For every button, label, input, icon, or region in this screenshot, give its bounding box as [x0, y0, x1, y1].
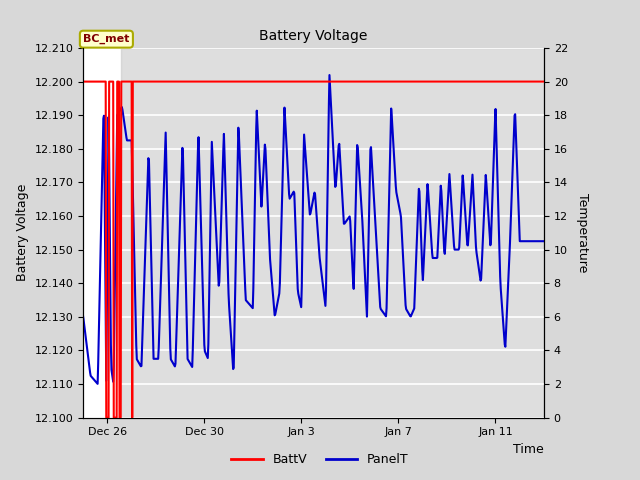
Y-axis label: Battery Voltage: Battery Voltage	[16, 184, 29, 281]
Text: BC_met: BC_met	[83, 34, 129, 44]
Y-axis label: Temperature: Temperature	[576, 193, 589, 273]
Legend: BattV, PanelT: BattV, PanelT	[227, 448, 413, 471]
X-axis label: Time: Time	[513, 443, 544, 456]
Title: Battery Voltage: Battery Voltage	[259, 29, 368, 43]
